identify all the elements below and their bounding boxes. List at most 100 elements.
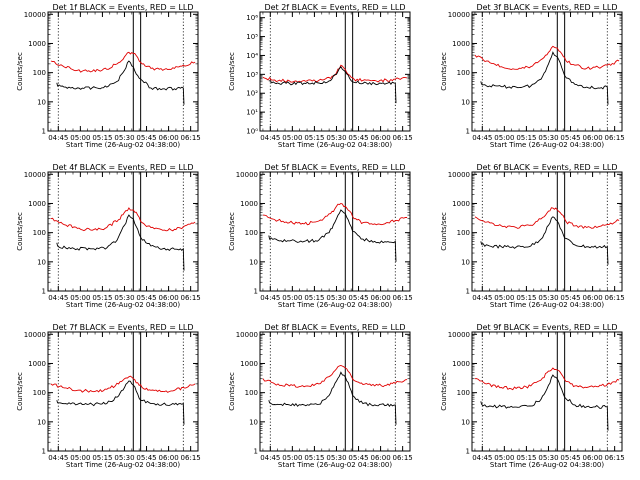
y-tick-label: 10000 [24, 331, 46, 339]
y-tick-label: 1 [466, 448, 470, 456]
y-tick-label: 10 [461, 98, 470, 106]
x-tick-label: 04:45 [472, 454, 492, 462]
x-axis-label: Start Time (26-Aug-02 04:38:00) [490, 141, 604, 149]
panel-title: Det 3f BLACK = Events, RED = LLD [476, 3, 617, 12]
x-axis-label: Start Time (26-Aug-02 04:38:00) [278, 461, 392, 469]
x-tick-label: 06:00 [370, 134, 390, 142]
red-lld-series-line [474, 367, 620, 391]
y-tick-label: 1 [42, 288, 46, 296]
y-axis-label: Counts/sec [228, 52, 236, 91]
panel-det-8 [259, 331, 411, 452]
y-tick-label: 10000 [236, 331, 258, 339]
panel-title: Det 2f BLACK = Events, RED = LLD [264, 3, 405, 12]
y-tick-label: 1000 [452, 200, 470, 208]
x-tick-label: 06:00 [158, 294, 178, 302]
black-events-series-line [480, 51, 609, 105]
x-tick-label: 05:15 [304, 134, 324, 142]
x-tick-label: 06:15 [181, 134, 201, 142]
x-tick-label: 05:30 [114, 454, 134, 462]
y-tick-label: 10000 [448, 331, 470, 339]
y-tick-label: 10⁰ [246, 128, 258, 136]
x-axis-label: Start Time (26-Aug-02 04:38:00) [278, 301, 392, 309]
x-tick-label: 04:45 [260, 134, 280, 142]
x-tick-label: 05:45 [348, 454, 368, 462]
black-events-series-line [268, 371, 397, 425]
y-axis-label: Counts/sec [228, 372, 236, 411]
y-axis-label: Counts/sec [16, 52, 24, 91]
y-tick-label: 10³ [246, 71, 258, 79]
red-lld-series-line [474, 45, 620, 70]
x-tick-label: 06:00 [582, 294, 602, 302]
x-tick-label: 06:00 [158, 134, 178, 142]
x-axis-label: Start Time (26-Aug-02 04:38:00) [490, 461, 604, 469]
y-tick-label: 10 [249, 418, 258, 426]
y-tick-label: 10¹ [246, 109, 258, 117]
x-tick-label: 06:15 [605, 294, 625, 302]
y-tick-label: 1 [254, 448, 258, 456]
panel-det-7 [47, 331, 199, 452]
y-tick-label: 1 [254, 288, 258, 296]
x-tick-label: 05:00 [282, 134, 302, 142]
x-tick-label: 05:00 [70, 134, 90, 142]
x-tick-label: 05:00 [70, 454, 90, 462]
y-tick-label: 10 [37, 98, 46, 106]
y-tick-label: 100 [457, 69, 470, 77]
black-events-series-line [56, 60, 185, 105]
panel-det-6 [471, 171, 623, 292]
x-tick-label: 05:45 [136, 134, 156, 142]
y-tick-label: 10000 [236, 171, 258, 179]
red-lld-series-line [262, 365, 408, 388]
x-tick-label: 06:15 [605, 454, 625, 462]
x-tick-label: 05:30 [538, 294, 558, 302]
black-events-series-line [268, 209, 397, 262]
panel-det-2 [259, 11, 411, 132]
x-tick-label: 05:45 [560, 294, 580, 302]
y-tick-label: 1000 [452, 360, 470, 368]
x-tick-label: 05:15 [304, 294, 324, 302]
panel-det-3 [471, 11, 623, 132]
y-tick-label: 1 [42, 448, 46, 456]
y-tick-label: 10⁵ [246, 33, 258, 41]
x-tick-label: 05:30 [326, 294, 346, 302]
y-tick-label: 10000 [448, 11, 470, 19]
x-tick-label: 05:30 [326, 134, 346, 142]
y-axis-label: Counts/sec [440, 372, 448, 411]
black-events-series-line [268, 66, 397, 104]
red-lld-series-line [262, 64, 408, 83]
x-tick-label: 06:15 [393, 454, 413, 462]
y-tick-label: 10² [246, 90, 258, 98]
panel-det-5 [259, 171, 411, 292]
x-tick-label: 06:15 [605, 134, 625, 142]
plot-frame [47, 171, 199, 292]
x-tick-label: 06:15 [393, 294, 413, 302]
x-tick-label: 05:00 [494, 454, 514, 462]
y-axis-label: Counts/sec [16, 212, 24, 251]
x-axis-label: Start Time (26-Aug-02 04:38:00) [490, 301, 604, 309]
x-axis-label: Start Time (26-Aug-02 04:38:00) [66, 301, 180, 309]
x-tick-label: 05:15 [92, 294, 112, 302]
panel-det-1 [47, 11, 199, 132]
x-tick-label: 05:15 [516, 454, 536, 462]
y-tick-label: 1000 [28, 200, 46, 208]
y-tick-label: 1 [466, 128, 470, 136]
y-tick-label: 100 [33, 389, 46, 397]
plot-frame [471, 331, 623, 452]
x-tick-label: 05:00 [282, 454, 302, 462]
y-tick-label: 100 [457, 229, 470, 237]
y-axis-label: Counts/sec [16, 372, 24, 411]
x-tick-label: 05:45 [560, 134, 580, 142]
x-tick-label: 04:45 [260, 454, 280, 462]
x-tick-label: 05:00 [494, 134, 514, 142]
black-events-series-line [56, 214, 185, 271]
panel-title: Det 1f BLACK = Events, RED = LLD [52, 3, 193, 12]
x-tick-label: 05:45 [560, 454, 580, 462]
y-axis-label: Counts/sec [440, 212, 448, 251]
panel-title: Det 8f BLACK = Events, RED = LLD [264, 323, 405, 332]
y-tick-label: 10 [461, 258, 470, 266]
black-events-series-line [480, 374, 609, 431]
red-lld-series-line [50, 51, 196, 73]
x-tick-label: 05:30 [114, 294, 134, 302]
y-tick-label: 10000 [448, 171, 470, 179]
black-events-series-line [480, 216, 609, 265]
